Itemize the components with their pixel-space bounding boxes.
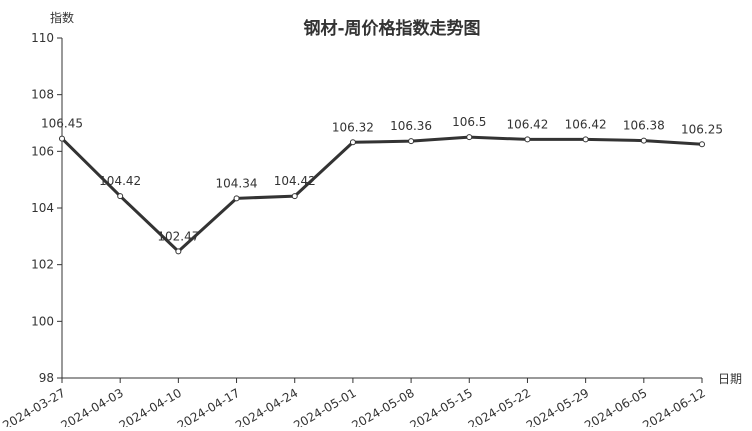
data-point xyxy=(117,193,124,200)
x-axis-label: 日期 xyxy=(718,372,742,386)
series-line xyxy=(60,135,703,253)
y-tick-label: 100 xyxy=(31,314,54,328)
data-point xyxy=(640,137,647,144)
data-label: 106.32 xyxy=(332,120,374,134)
data-label: 106.25 xyxy=(681,122,723,136)
data-point xyxy=(175,248,182,255)
data-label: 106.38 xyxy=(623,119,665,133)
y-tick-label: 106 xyxy=(31,144,54,158)
data-label: 106.45 xyxy=(41,117,83,131)
y-tick-label: 104 xyxy=(31,201,54,215)
data-point xyxy=(466,134,473,141)
data-label: 106.36 xyxy=(390,119,432,133)
x-tick-label: 2024-06-12 xyxy=(640,386,707,427)
data-point xyxy=(59,135,65,142)
data-label: 104.42 xyxy=(99,174,141,188)
data-label: 104.42 xyxy=(274,174,316,188)
data-point xyxy=(349,139,356,146)
data-point xyxy=(524,136,531,143)
chart-title: 钢材-周价格指数走势图 xyxy=(303,18,480,39)
y-tick-label: 102 xyxy=(31,258,54,272)
data-label: 104.34 xyxy=(216,176,258,190)
y-tick-label: 98 xyxy=(39,371,54,385)
data-label: 106.42 xyxy=(506,117,548,131)
data-label: 102.47 xyxy=(157,229,199,243)
y-axis-label: 指数 xyxy=(50,10,74,25)
data-point xyxy=(291,193,298,200)
data-point xyxy=(233,195,240,202)
data-point xyxy=(582,136,589,143)
y-tick-label: 108 xyxy=(31,88,54,102)
data-point xyxy=(699,141,705,148)
data-label: 106.42 xyxy=(565,117,607,131)
data-point xyxy=(408,138,415,145)
y-tick-label: 110 xyxy=(31,31,54,45)
data-label: 106.5 xyxy=(452,115,486,129)
